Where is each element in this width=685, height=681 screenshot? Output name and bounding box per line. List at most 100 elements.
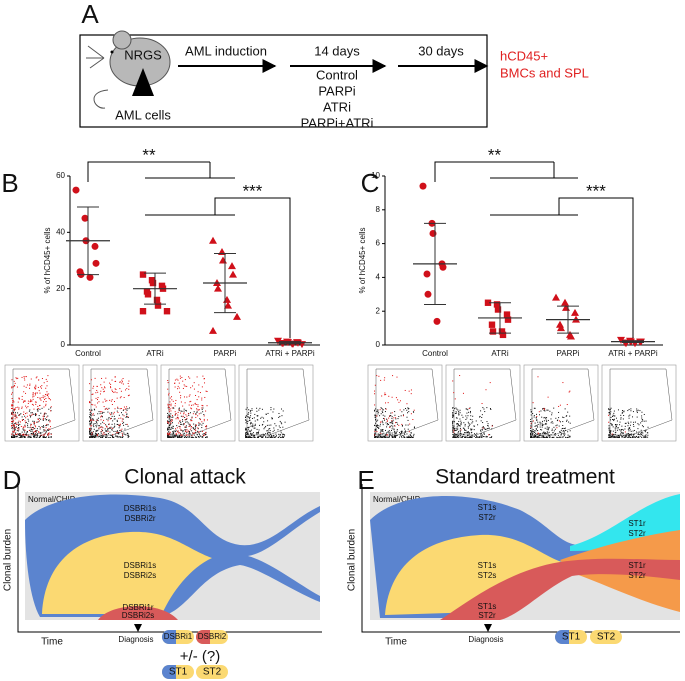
flow-dot [18,429,20,431]
flow-dot [641,411,643,413]
flow-dot [377,435,379,437]
flow-dot [624,436,626,438]
flow-dot [95,426,97,428]
panel-a: A NRGS AML cells AML induction 14 days C… [79,0,589,130]
flow-dot [189,435,191,437]
flow-dot [11,393,13,395]
flow-dot [251,434,253,436]
flow-dot [168,435,170,437]
flow-dot [97,436,99,438]
clone-label: DSBRi1s [124,504,156,513]
flow-dot [250,432,252,434]
flow-dot [246,430,248,432]
flow-dot [452,436,454,438]
flow-dot [101,430,103,432]
flow-dot [537,433,539,435]
flow-dot [530,427,532,429]
flow-dot [23,411,25,413]
flow-dot [566,404,568,406]
flow-panel [238,364,314,442]
flow-dot [171,416,173,418]
flow-dot [389,426,391,428]
flow-dot [641,432,643,434]
flow-dot [110,386,112,388]
flow-dot [17,406,19,408]
flow-dot [266,430,268,432]
flow-dot [608,431,610,433]
flow-dot [11,427,13,429]
flow-dot [187,431,189,433]
flow-dot [541,424,543,426]
flow-dot [534,435,536,437]
flow-dot [636,416,638,418]
flow-dot [189,394,191,396]
flow-dot [628,436,630,438]
flow-dot [43,433,45,435]
flow-dot [563,435,565,437]
flow-dot [478,436,480,438]
flow-dot [101,412,103,414]
flow-dot [96,419,98,421]
flow-dot [50,436,52,438]
flow-dot [470,415,472,417]
flow-dot [184,379,186,381]
point [484,299,492,306]
flow-dot [246,435,248,437]
flow-dot [480,420,482,422]
flow-dot [117,436,119,438]
flow-dot [11,433,13,435]
flow-dot [547,433,549,435]
flow-dot [377,413,379,415]
flow-dot [119,381,121,383]
flow-dot [111,436,113,438]
flow-dot [46,393,48,395]
flow-dot [169,416,171,418]
flow-dot [92,436,94,438]
flow-dot [566,420,568,422]
flow-dot [120,408,122,410]
flow-dot [202,422,204,424]
flow-dot [549,410,551,412]
flow-dot [455,429,457,431]
flow-dot [12,424,14,426]
flow-dot [532,431,534,433]
flow-dot [178,387,180,389]
flow-dot [391,396,393,398]
flow-dot [189,433,191,435]
pill-label: DSBRi1 [164,632,193,641]
flow-dot [26,431,28,433]
flow-dot [90,434,92,436]
flow-dot [24,424,26,426]
flow-gate [12,368,76,436]
flow-dot [11,398,13,400]
flow-dot [89,401,91,403]
flow-dot [17,423,19,425]
flow-dot [546,436,548,438]
flow-dot [377,419,379,421]
flow-dot [117,431,119,433]
flow-dot [546,426,548,428]
flow-dot [14,408,16,410]
flow-dot [378,433,380,435]
flow-dot [48,436,50,438]
flow-dot [616,435,618,437]
flow-dot [404,431,406,433]
flow-dot [167,417,169,419]
flow-dot [117,407,119,409]
flow-dot [399,409,401,411]
flow-dot [485,436,487,438]
flow-dot [167,420,169,422]
flow-dot [531,433,533,435]
flow-dot [179,435,181,437]
flow-dot [454,429,456,431]
flow-dot [39,408,41,410]
flow-dot [480,435,482,437]
flow-dot [530,411,532,413]
flow-dot [535,428,537,430]
flow-dot [375,419,377,421]
flow-dot [533,435,535,437]
flow-dot [545,418,547,420]
flow-dot [265,413,267,415]
flow-dot [22,419,24,421]
flow-dot [530,422,532,424]
